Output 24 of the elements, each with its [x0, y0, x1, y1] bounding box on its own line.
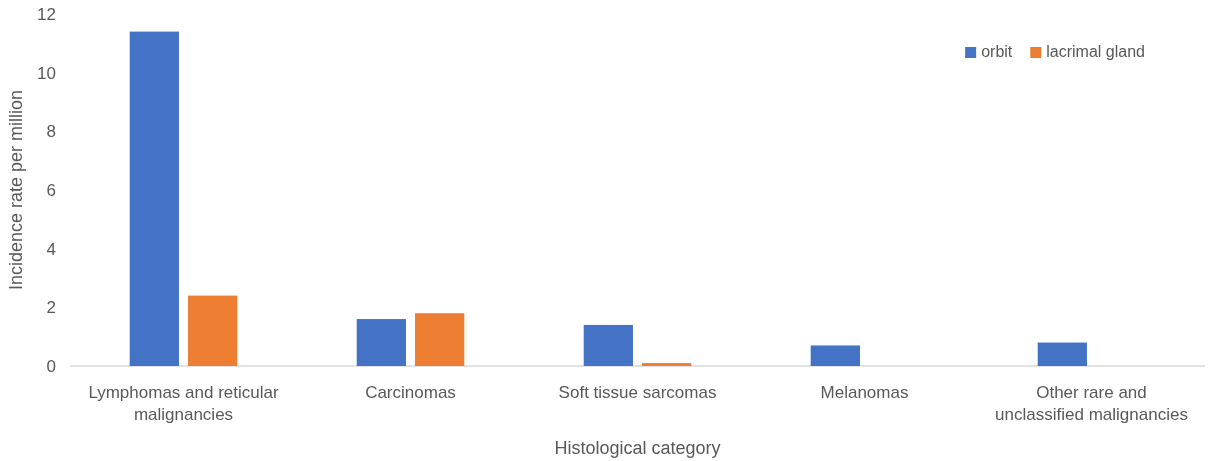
- bar: [810, 345, 860, 366]
- x-tick-label: Other rare and unclassified malignancies: [995, 383, 1188, 424]
- x-axis-title: Histological category: [554, 438, 721, 458]
- x-tick-label: Carcinomas: [365, 383, 456, 402]
- bar: [1037, 342, 1087, 366]
- y-tick-label: 2: [46, 298, 56, 318]
- bar: [129, 31, 179, 366]
- bar: [356, 319, 406, 366]
- x-tick-label: Melanomas: [820, 383, 909, 402]
- y-tick-label: 0: [46, 356, 56, 376]
- bar: [188, 295, 238, 366]
- x-tick-label: Soft tissue sarcomas: [558, 383, 717, 402]
- bar: [642, 363, 692, 366]
- y-tick-label: 6: [46, 180, 56, 200]
- legend-label: lacrimal gland: [1046, 43, 1145, 60]
- y-tick-label: 10: [37, 63, 56, 83]
- y-tick-label: 4: [46, 239, 56, 259]
- legend-label: orbit: [981, 43, 1013, 60]
- bar: [415, 313, 465, 366]
- y-tick-label: 12: [37, 4, 56, 24]
- bar: [583, 324, 633, 366]
- y-axis-title: Incidence rate per million: [6, 89, 26, 291]
- x-tick-label: Lymphomas and reticular malignancies: [88, 383, 279, 424]
- y-tick-label: 8: [46, 122, 56, 142]
